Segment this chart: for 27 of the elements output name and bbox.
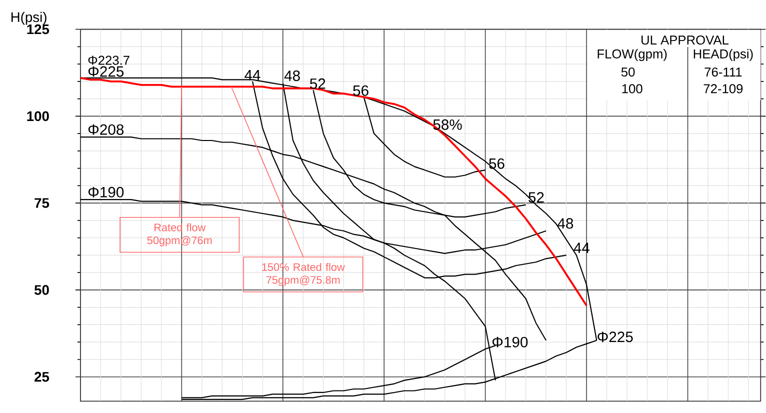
annotation: 44: [244, 70, 260, 80]
y-tick-label: 125: [27, 24, 50, 34]
y-tick-label: 75: [34, 198, 50, 208]
annotation: Φ190: [88, 186, 124, 198]
annotation: 72-109: [704, 84, 743, 94]
y-tick-label: 50: [34, 285, 49, 295]
annotation: Φ223.7: [88, 56, 130, 65]
annotation: HEAD(psi): [694, 49, 753, 62]
annotation: 76-111: [704, 68, 742, 77]
annotation: 100: [622, 84, 642, 94]
annotation: UL APPROVAL: [642, 36, 728, 45]
annotation: 56: [353, 85, 368, 96]
annotation: Φ190: [492, 336, 528, 348]
annotation: Φ208: [88, 124, 124, 135]
annotation: 58%: [433, 119, 462, 130]
annotation: 48: [558, 218, 574, 229]
annotation: Φ225: [598, 332, 633, 342]
annotation: 52: [528, 192, 544, 203]
annotation: 50: [621, 68, 635, 77]
annotation: 56: [489, 158, 504, 169]
annotation: 52: [310, 78, 326, 89]
annotation: FLOW(gpm): [598, 49, 667, 62]
y-tick-label: 25: [34, 372, 50, 382]
y-tick-label: 100: [27, 111, 49, 122]
annotation: Φ225: [88, 66, 124, 77]
annotation: 48: [284, 70, 300, 81]
y-axis-title: H(psi): [11, 12, 46, 25]
